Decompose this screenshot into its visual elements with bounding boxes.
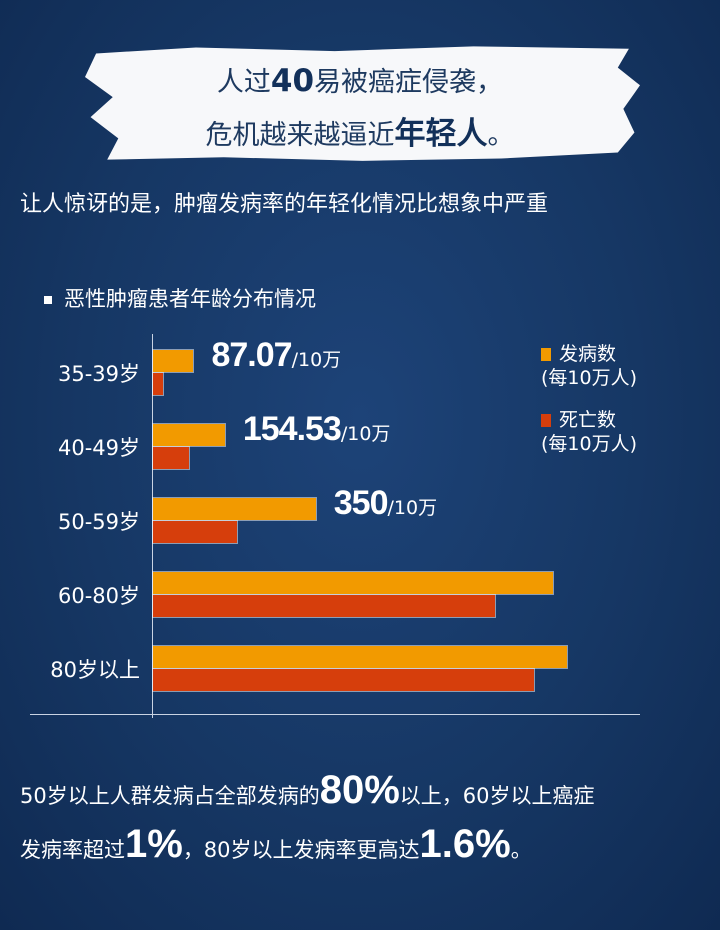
legend-item-death: 死亡数 (每10万人): [541, 409, 638, 455]
bar-incidence: [153, 424, 225, 446]
legend-swatch-incidence: [541, 348, 551, 361]
subtitle: 让人惊讶的是，肿瘤发病率的年轻化情况比想象中严重: [20, 192, 549, 217]
chart-title: 恶性肿瘤患者年龄分布情况: [44, 283, 316, 313]
legend-item-incidence: 发病数 (每10万人): [541, 343, 638, 389]
x-axis-line: [30, 714, 640, 715]
y-axis-line: [152, 334, 153, 718]
bar-incidence: [153, 350, 194, 372]
legend-swatch-death: [541, 414, 551, 427]
category-label: 80岁以上: [50, 658, 140, 682]
data-label: 154.53/10万: [242, 410, 391, 448]
footer-line-2: 发病率超过1%，80岁以上发病率更高达1.6%。: [20, 822, 532, 866]
category-label: 40-49岁: [57, 436, 140, 460]
category-label: 35-39岁: [57, 362, 140, 386]
bar-death: [153, 669, 535, 691]
bar-incidence: [153, 646, 567, 668]
data-label: 87.07/10万: [211, 336, 342, 374]
bar-death: [153, 595, 495, 617]
headline-line-2: 危机越来越逼近年轻人。: [205, 116, 515, 152]
headline-line-1: 人过40易被癌症侵袭，: [216, 63, 504, 99]
bar-death: [153, 373, 163, 395]
footer-line-1: 50岁以上人群发病占全部发病的80%以上，60岁以上癌症: [20, 768, 595, 812]
bar-death: [153, 447, 189, 469]
bullet-square-icon: [44, 296, 52, 304]
data-label: 350/10万: [333, 484, 438, 522]
bar-incidence: [153, 572, 553, 594]
bar-incidence: [153, 498, 316, 520]
title-brush-background: [85, 46, 640, 161]
category-label: 50-59岁: [57, 510, 140, 534]
bar-death: [153, 521, 237, 543]
category-label: 60-80岁: [57, 584, 140, 608]
